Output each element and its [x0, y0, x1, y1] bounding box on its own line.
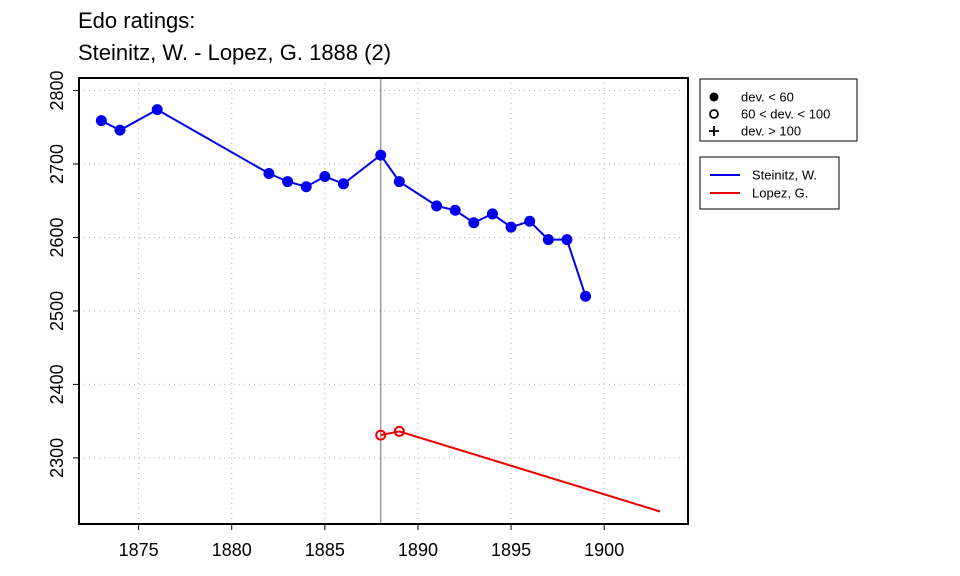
data-point	[580, 290, 592, 302]
series-legend-box	[699, 156, 840, 210]
y-tick-label: 2700	[47, 144, 67, 184]
data-point	[375, 149, 387, 161]
marker-legend-box	[699, 78, 858, 142]
x-tick-label: 1890	[398, 540, 438, 560]
legends: dev. < 60 60 < dev. < 100 dev. > 100 Steini…	[699, 78, 858, 210]
x-tick-label: 1875	[119, 540, 159, 560]
data-point	[486, 208, 498, 220]
data-point	[524, 215, 536, 227]
data-point	[263, 168, 275, 180]
x-tick-label: 1880	[212, 540, 252, 560]
series-line-1	[100, 108, 587, 297]
data-point	[468, 217, 480, 229]
y-tick-label: 2600	[47, 217, 67, 257]
y-tick-label: 2300	[47, 438, 67, 478]
data-point	[282, 176, 294, 188]
marker-legend-label: dev. > 100	[741, 124, 801, 139]
grid	[79, 78, 688, 524]
data-point	[542, 234, 554, 246]
y-tick-label: 2500	[47, 291, 67, 331]
data-point	[95, 115, 107, 127]
series-legend-label: Steinitz, W.	[752, 168, 817, 183]
data-point	[300, 181, 312, 193]
y-tick-label: 2800	[47, 70, 67, 110]
marker-legend-label: 60 < dev. < 100	[741, 107, 830, 122]
x-tick-label: 1895	[491, 540, 531, 560]
data-point	[319, 170, 331, 182]
open-circle-icon	[709, 109, 719, 119]
series-layer	[95, 104, 661, 513]
plot-frame	[78, 77, 689, 525]
filled-circle-icon	[709, 92, 719, 102]
data-point	[151, 104, 163, 116]
data-point	[114, 124, 126, 136]
data-point	[375, 429, 387, 441]
data-point	[561, 234, 573, 246]
marker-legend-label: dev. < 60	[741, 90, 794, 105]
axes: 1875 1880 1885 1890 1895 1900 2300 2400 2500 2600…	[47, 70, 624, 560]
data-point	[337, 178, 349, 190]
data-point	[505, 221, 517, 233]
x-tick-label: 1900	[584, 540, 624, 560]
data-point	[449, 204, 461, 216]
x-tick-label: 1885	[305, 540, 345, 560]
series-legend-label: Lopez, G.	[752, 186, 808, 201]
chart-subtitle: Steinitz, W. - Lopez, G. 1888 (2)	[78, 40, 392, 65]
chart-title: Edo ratings:	[78, 8, 196, 33]
series-line-2	[380, 430, 661, 513]
y-tick-label: 2400	[47, 364, 67, 404]
plus-icon	[709, 126, 719, 136]
data-point	[393, 176, 405, 188]
data-point	[393, 425, 405, 437]
data-point	[431, 200, 443, 212]
